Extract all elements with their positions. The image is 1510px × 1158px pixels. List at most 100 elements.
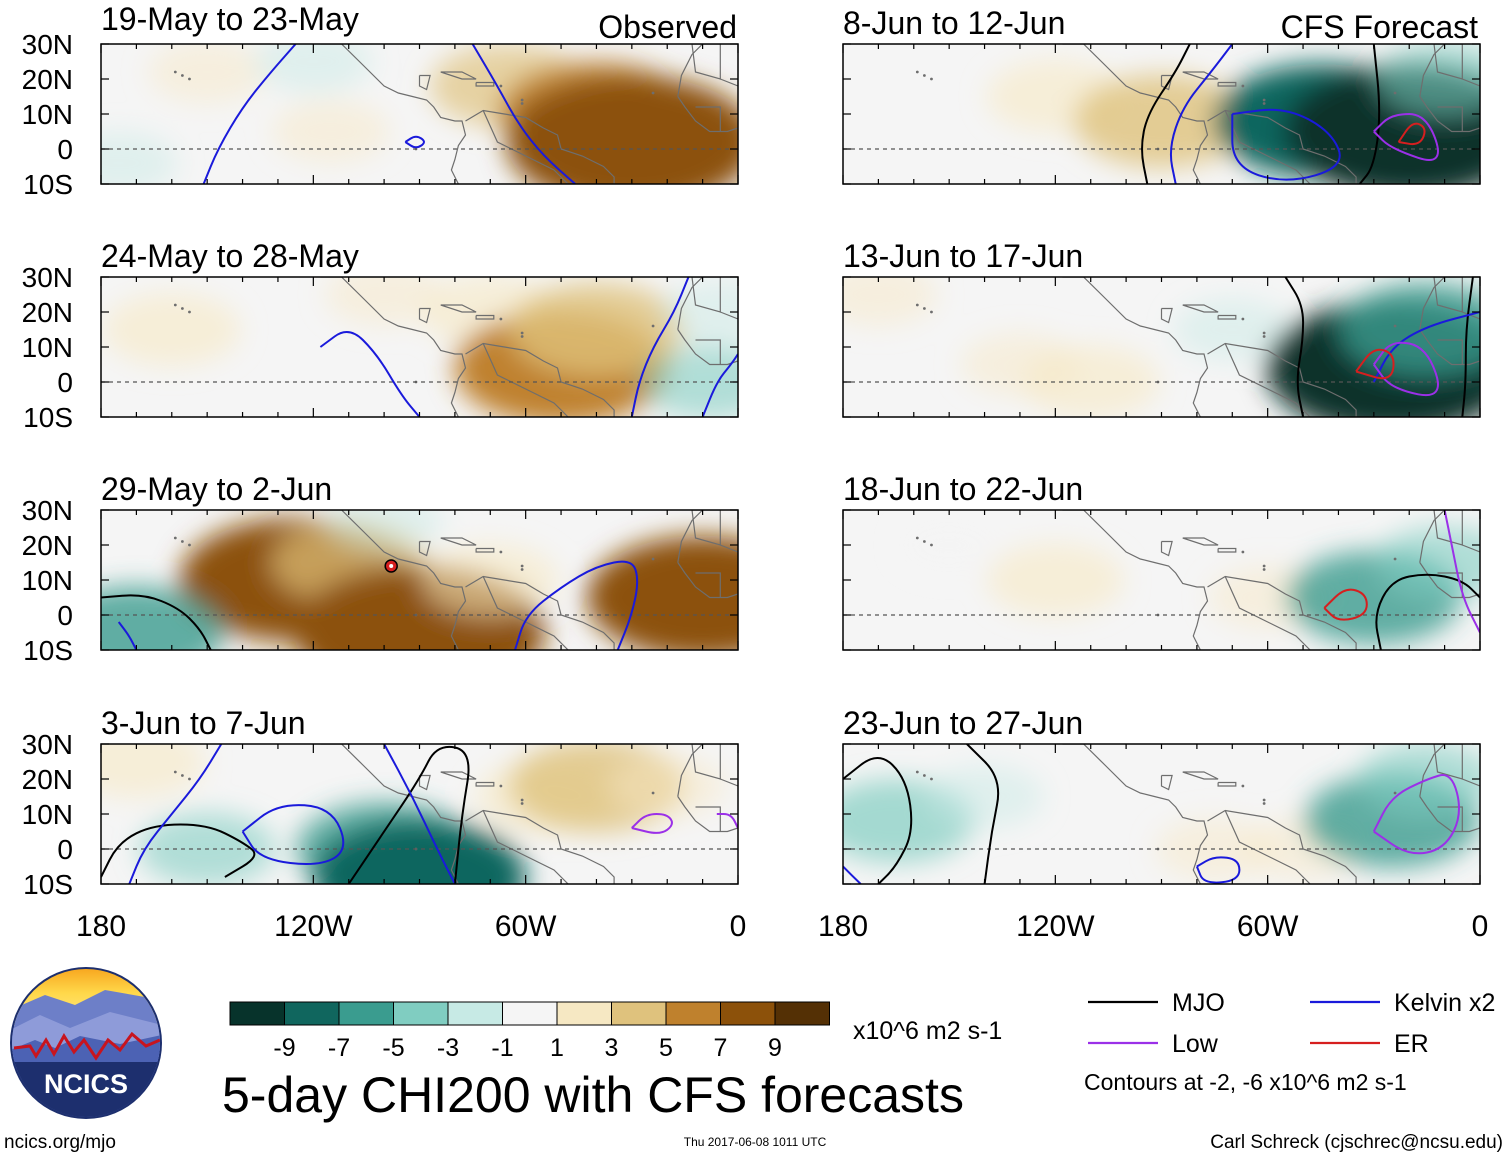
island	[499, 317, 503, 321]
island	[915, 770, 919, 774]
island	[1262, 568, 1266, 571]
coastline	[1437, 339, 1463, 365]
wave-contours	[1284, 277, 1480, 417]
anomaly-blob	[586, 535, 738, 650]
contour-kelvin-x2	[701, 353, 738, 417]
coastline	[440, 71, 477, 80]
coastline	[695, 106, 721, 132]
figure-title: 5-day CHI200 with CFS forecasts	[222, 1067, 964, 1123]
coastline	[1419, 44, 1446, 97]
colorbar-swatch	[611, 1001, 667, 1026]
island	[188, 77, 191, 81]
contour-kelvin-x2	[630, 277, 690, 417]
coastline	[1160, 774, 1173, 791]
coastline	[1160, 540, 1173, 557]
y-tick-label: 20N	[22, 297, 73, 328]
anomaly-shading	[899, 518, 1480, 645]
contour-mjo	[1141, 44, 1191, 184]
island	[930, 543, 933, 547]
colorbar-tick-label: 3	[605, 1034, 619, 1062]
contour-kelvin-x2	[404, 135, 425, 149]
anomaly-blob	[925, 764, 1044, 829]
contour-kelvin-x2	[471, 44, 576, 184]
coastline	[1462, 778, 1480, 787]
axis-ticks	[842, 276, 1481, 418]
coastline	[720, 78, 738, 87]
contour-low	[1372, 341, 1439, 397]
coastlines	[173, 277, 738, 417]
island	[922, 307, 926, 310]
panel-period-title: 13-Jun to 17-Jun	[843, 238, 1083, 274]
contour-mjo	[966, 744, 1000, 884]
axis-ticks	[842, 743, 1481, 885]
contour-kelvin-x2	[128, 744, 223, 884]
coastline	[695, 572, 721, 598]
island	[1262, 331, 1266, 335]
coastline	[418, 774, 431, 791]
anomaly-blob	[1073, 74, 1250, 168]
axis-ticks	[100, 509, 739, 651]
coastline	[1462, 544, 1480, 553]
anomaly-blob	[271, 99, 391, 164]
coastline	[1419, 510, 1446, 563]
colorbar-tick-label: 5	[659, 1034, 673, 1062]
coastline	[1419, 277, 1446, 330]
coastline	[475, 781, 495, 787]
island	[173, 303, 177, 307]
coastline	[677, 796, 738, 833]
coastline	[1062, 744, 1209, 884]
anomaly-shading	[101, 510, 738, 650]
island	[651, 91, 655, 95]
anomaly-blob	[508, 282, 685, 377]
anomaly-blob	[253, 44, 373, 94]
island	[922, 774, 926, 777]
island	[1262, 102, 1266, 105]
coastline	[677, 562, 738, 599]
coastline	[1062, 510, 1209, 650]
logo-red-line	[13, 1031, 160, 1061]
coastline	[720, 311, 738, 320]
coastline	[465, 575, 615, 650]
colorbar-tick-label: -7	[328, 1034, 350, 1062]
island	[180, 540, 184, 543]
island	[651, 791, 655, 795]
coastline	[1182, 71, 1219, 80]
ncics-logo: NCICS	[10, 967, 162, 1119]
anomaly-blob	[101, 131, 179, 184]
coastline	[440, 537, 477, 546]
coastline	[482, 810, 569, 884]
wave-contours	[1323, 510, 1480, 650]
y-tick-label: 30N	[22, 495, 73, 526]
legend-label: Kelvin x2	[1394, 989, 1495, 1017]
observed-column-header: Observed	[598, 9, 737, 45]
coastline	[1062, 277, 1209, 417]
coastline	[1062, 44, 1209, 184]
island	[180, 307, 184, 310]
y-tick-label: 0	[57, 600, 73, 631]
panel-period-title: 23-Jun to 27-Jun	[843, 705, 1083, 741]
island	[915, 303, 919, 307]
axis-ticks	[100, 276, 739, 418]
island	[1262, 98, 1266, 102]
y-tick-label: 10S	[23, 169, 73, 200]
colorbar-swatch	[229, 1001, 285, 1026]
x-tick-label: 0	[730, 910, 747, 943]
island	[930, 77, 933, 81]
island	[1262, 798, 1266, 802]
island	[651, 557, 655, 561]
coastline	[1217, 781, 1237, 787]
island	[915, 536, 919, 540]
anomaly-blob	[1358, 744, 1480, 816]
colorbar-tick-label: -1	[491, 1034, 513, 1062]
coastline	[440, 304, 477, 313]
wave-contours	[319, 277, 738, 417]
island	[1241, 84, 1245, 88]
coastline	[1437, 806, 1463, 832]
coastlines	[173, 744, 738, 884]
contour-er	[1323, 588, 1368, 621]
coastline	[465, 342, 615, 417]
colorbar-swatch	[556, 1001, 612, 1026]
island	[930, 777, 933, 781]
